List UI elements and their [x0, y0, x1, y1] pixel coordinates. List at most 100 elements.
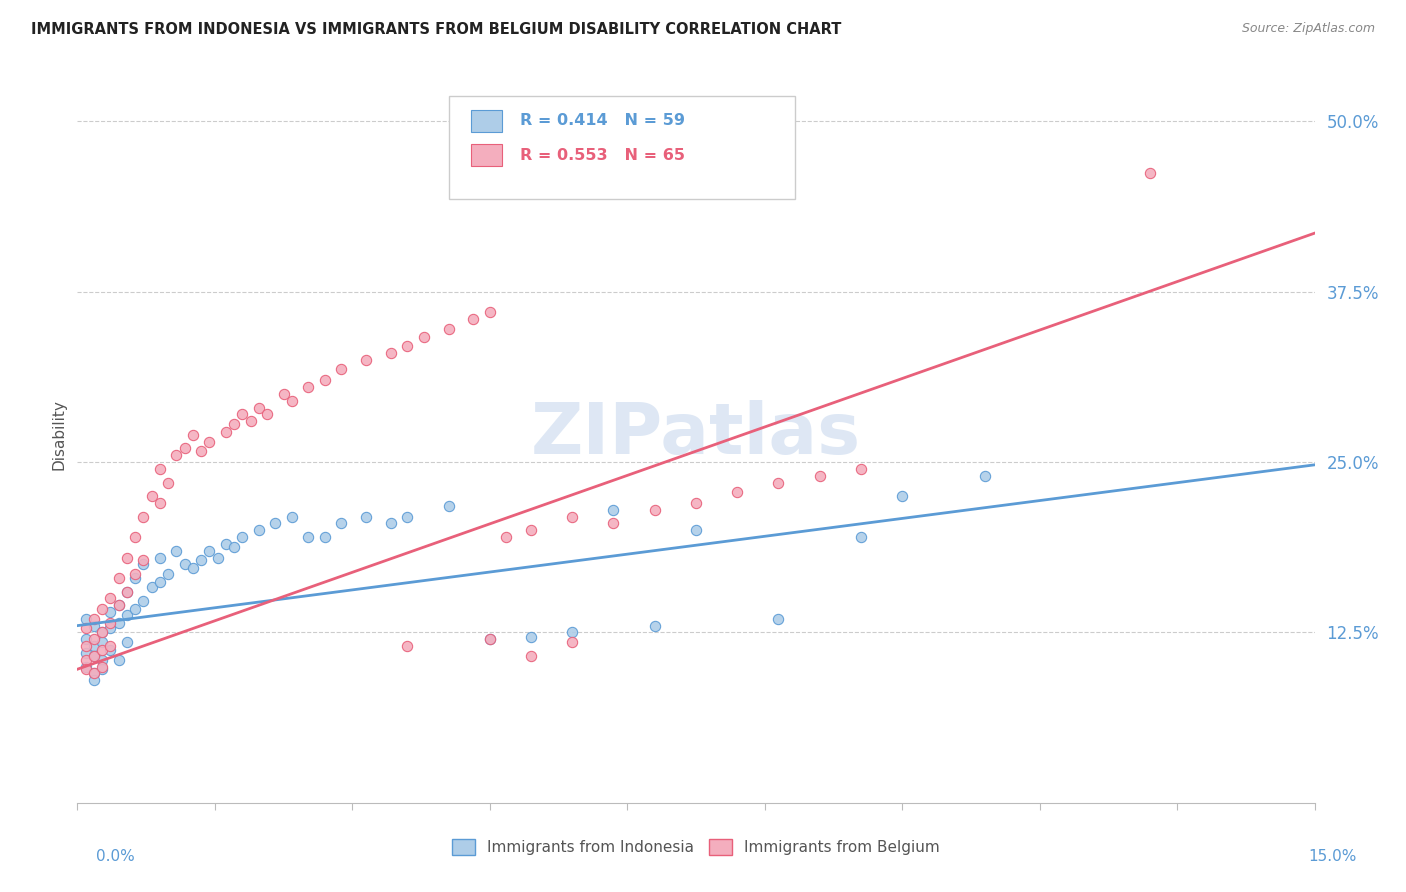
Point — [107, 653, 129, 667]
Point — [83, 612, 105, 626]
Point — [75, 662, 97, 676]
Point — [124, 602, 146, 616]
Point — [273, 387, 295, 401]
Point — [107, 598, 129, 612]
Point — [83, 673, 105, 688]
Point — [115, 607, 138, 622]
Point — [91, 625, 114, 640]
Point — [849, 462, 872, 476]
Point — [231, 408, 253, 422]
Point — [132, 553, 155, 567]
Point — [132, 558, 155, 572]
Point — [281, 509, 304, 524]
Text: 0.0%: 0.0% — [96, 849, 135, 864]
Point — [520, 630, 543, 644]
Point — [520, 648, 543, 663]
Point — [91, 635, 114, 649]
Point — [132, 509, 155, 524]
Point — [91, 662, 114, 676]
Point — [412, 330, 434, 344]
Point — [239, 414, 262, 428]
Point — [256, 408, 278, 422]
Point — [83, 648, 105, 663]
Point — [314, 373, 336, 387]
Point — [685, 523, 707, 537]
Point — [157, 566, 180, 581]
Point — [330, 362, 353, 376]
Point — [644, 503, 666, 517]
Point — [157, 475, 180, 490]
Point — [115, 635, 138, 649]
Point — [132, 594, 155, 608]
Point — [478, 632, 501, 647]
Point — [115, 584, 138, 599]
Point — [222, 540, 245, 554]
Point — [173, 442, 195, 456]
Point — [478, 632, 501, 647]
Point — [281, 393, 304, 408]
Point — [141, 581, 163, 595]
Point — [98, 643, 121, 657]
Point — [768, 475, 790, 490]
Point — [396, 339, 419, 353]
Point — [247, 523, 270, 537]
Bar — [471, 145, 502, 166]
Point — [561, 635, 583, 649]
Point — [215, 537, 238, 551]
Point — [91, 659, 114, 673]
Point — [98, 639, 121, 653]
Point — [75, 646, 97, 660]
Point — [124, 571, 146, 585]
Point — [149, 550, 172, 565]
Point — [190, 444, 212, 458]
Point — [602, 503, 624, 517]
Point — [973, 468, 995, 483]
Point — [83, 666, 105, 681]
Point — [83, 632, 105, 647]
Point — [83, 666, 105, 681]
Point — [314, 530, 336, 544]
Point — [149, 496, 172, 510]
Text: Source: ZipAtlas.com: Source: ZipAtlas.com — [1241, 22, 1375, 36]
Point — [891, 489, 914, 503]
Point — [75, 632, 97, 647]
Point — [91, 602, 114, 616]
Point — [396, 639, 419, 653]
Point — [98, 615, 121, 630]
Point — [98, 591, 121, 606]
Y-axis label: Disability: Disability — [51, 400, 66, 470]
Point — [91, 643, 114, 657]
Point — [207, 550, 229, 565]
Point — [495, 530, 517, 544]
Point — [380, 346, 402, 360]
Point — [107, 598, 129, 612]
Point — [264, 516, 287, 531]
Point — [380, 516, 402, 531]
Point — [124, 566, 146, 581]
Text: ZIPatlas: ZIPatlas — [531, 401, 860, 469]
Point — [173, 558, 195, 572]
Point — [463, 312, 485, 326]
Text: R = 0.414   N = 59: R = 0.414 N = 59 — [520, 113, 685, 128]
Point — [115, 550, 138, 565]
Point — [437, 499, 460, 513]
FancyBboxPatch shape — [449, 96, 794, 200]
Point — [437, 321, 460, 335]
Point — [141, 489, 163, 503]
Point — [222, 417, 245, 431]
Point — [165, 543, 187, 558]
Point — [190, 553, 212, 567]
Point — [198, 543, 221, 558]
Point — [107, 571, 129, 585]
Point — [644, 618, 666, 632]
Point — [115, 584, 138, 599]
Point — [297, 530, 319, 544]
Point — [181, 427, 204, 442]
Point — [849, 530, 872, 544]
Point — [149, 462, 172, 476]
Point — [725, 485, 748, 500]
Point — [685, 496, 707, 510]
Legend: Immigrants from Indonesia, Immigrants from Belgium: Immigrants from Indonesia, Immigrants fr… — [446, 833, 946, 862]
Point — [107, 615, 129, 630]
Text: 15.0%: 15.0% — [1309, 849, 1357, 864]
